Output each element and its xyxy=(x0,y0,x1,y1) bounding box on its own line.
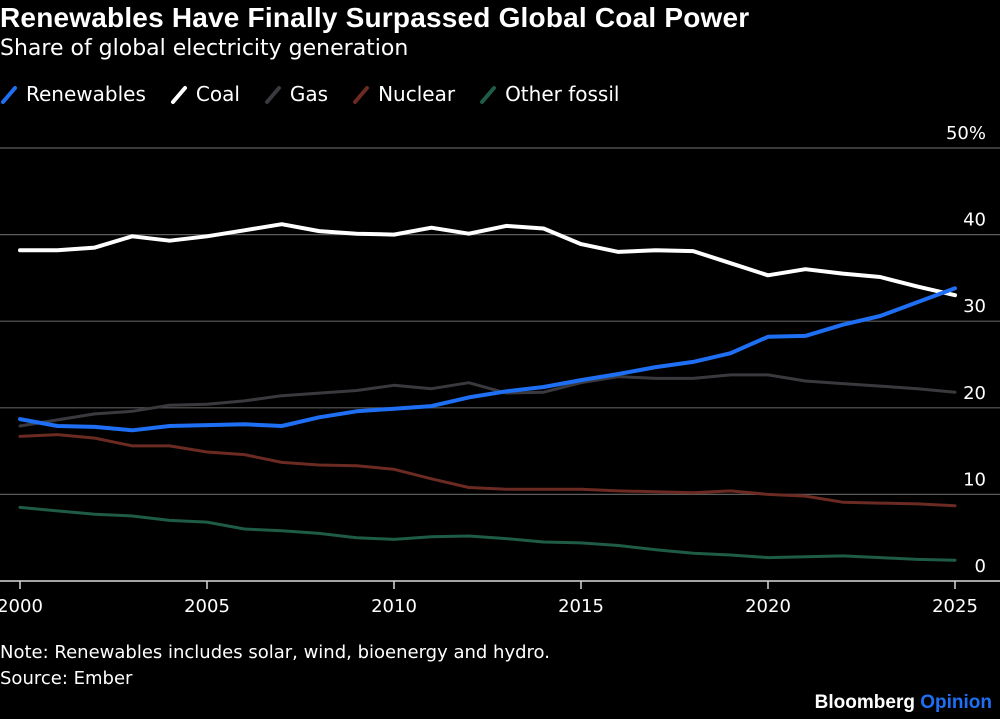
legend-item-other-fossil: Other fossil xyxy=(479,82,619,106)
legend-swatch-gas xyxy=(264,83,282,105)
bloomberg-opinion-logo: Bloomberg Opinion xyxy=(815,692,992,714)
legend-label-other-fossil: Other fossil xyxy=(505,82,620,106)
legend-item-renewables: Renewables xyxy=(0,82,146,106)
series-line-gas xyxy=(18,373,957,428)
x-tick-label: 2015 xyxy=(558,596,604,617)
legend-item-nuclear: Nuclear xyxy=(352,82,455,106)
gridlines xyxy=(0,147,1000,582)
x-tick-label: 2025 xyxy=(932,596,978,617)
series-lines xyxy=(18,222,957,562)
y-tick-label: 0 xyxy=(975,556,986,577)
x-tick-labels: 2000 2005 2010 2015 2020 2025 xyxy=(0,581,978,617)
series-line-renewables xyxy=(18,286,957,433)
legend-label-coal: Coal xyxy=(195,82,240,106)
legend-swatch-renewables xyxy=(0,83,18,105)
series-line-nuclear xyxy=(18,433,957,508)
y-tick-label: 40 xyxy=(963,210,986,231)
legend-swatch-nuclear xyxy=(352,83,370,105)
series-line-coal xyxy=(18,222,957,298)
legend-label-renewables: Renewables xyxy=(26,82,146,106)
y-tick-label: 30 xyxy=(963,296,986,317)
x-tick-label: 2005 xyxy=(184,596,230,617)
chart-title: Renewables Have Finally Surpassed Global… xyxy=(0,2,750,33)
chart-source: Source: Ember xyxy=(0,668,133,689)
legend-label-nuclear: Nuclear xyxy=(378,82,456,106)
legend-label-gas: Gas xyxy=(289,82,329,106)
y-tick-labels: 0 10 20 30 40 50% xyxy=(946,123,986,577)
branding-bloomberg: Bloomberg xyxy=(814,692,915,713)
y-tick-label: 10 xyxy=(963,469,986,490)
legend-swatch-other-fossil xyxy=(479,83,497,105)
legend-item-coal: Coal xyxy=(170,82,240,106)
legend-swatch-coal xyxy=(170,83,188,105)
x-tick-label: 2020 xyxy=(745,596,791,617)
chart-subtitle: Share of global electricity generation xyxy=(0,36,409,61)
branding-opinion: Opinion xyxy=(920,692,992,713)
legend-item-gas: Gas xyxy=(264,82,328,106)
series-line-other-fossil xyxy=(18,505,957,562)
chart-note: Note: Renewables includes solar, wind, b… xyxy=(0,642,550,663)
x-tick-label: 2010 xyxy=(371,596,417,617)
legend: Renewables Coal Gas Nuclear Other fossil xyxy=(0,82,619,106)
y-tick-label: 50% xyxy=(946,123,986,144)
y-tick-label: 20 xyxy=(963,383,986,404)
x-tick-label: 2000 xyxy=(0,596,43,617)
